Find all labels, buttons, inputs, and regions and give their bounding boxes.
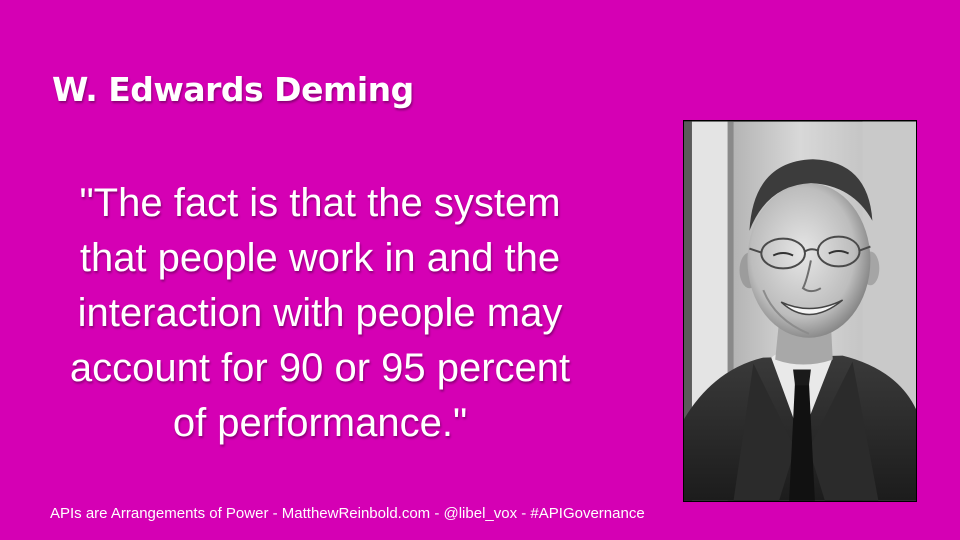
slide-title: W. Edwards Deming — [52, 70, 414, 109]
quote-line: interaction with people may — [77, 291, 563, 335]
quote-line: that people work in and the — [79, 236, 561, 280]
quote-line: "The fact is that the system — [79, 181, 561, 225]
quote-line: account for 90 or 95 percent — [69, 346, 571, 390]
portrait-image — [684, 121, 916, 501]
quote-text: "The fact is that the system that people… — [40, 176, 600, 451]
portrait-photo — [683, 120, 917, 502]
quote-line: of performance." — [172, 401, 468, 445]
footer-credits: APIs are Arrangements of Power - Matthew… — [50, 505, 645, 522]
